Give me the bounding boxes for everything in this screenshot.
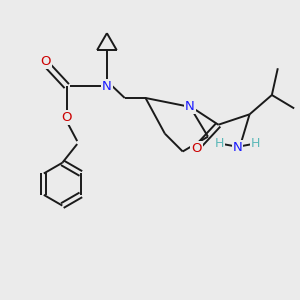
Text: O: O xyxy=(191,142,202,155)
Text: N: N xyxy=(233,140,243,154)
Text: H: H xyxy=(251,137,260,150)
Text: O: O xyxy=(61,111,72,124)
Text: N: N xyxy=(102,80,112,93)
Text: H: H xyxy=(215,137,224,150)
Text: O: O xyxy=(41,55,51,68)
Text: N: N xyxy=(185,100,195,113)
